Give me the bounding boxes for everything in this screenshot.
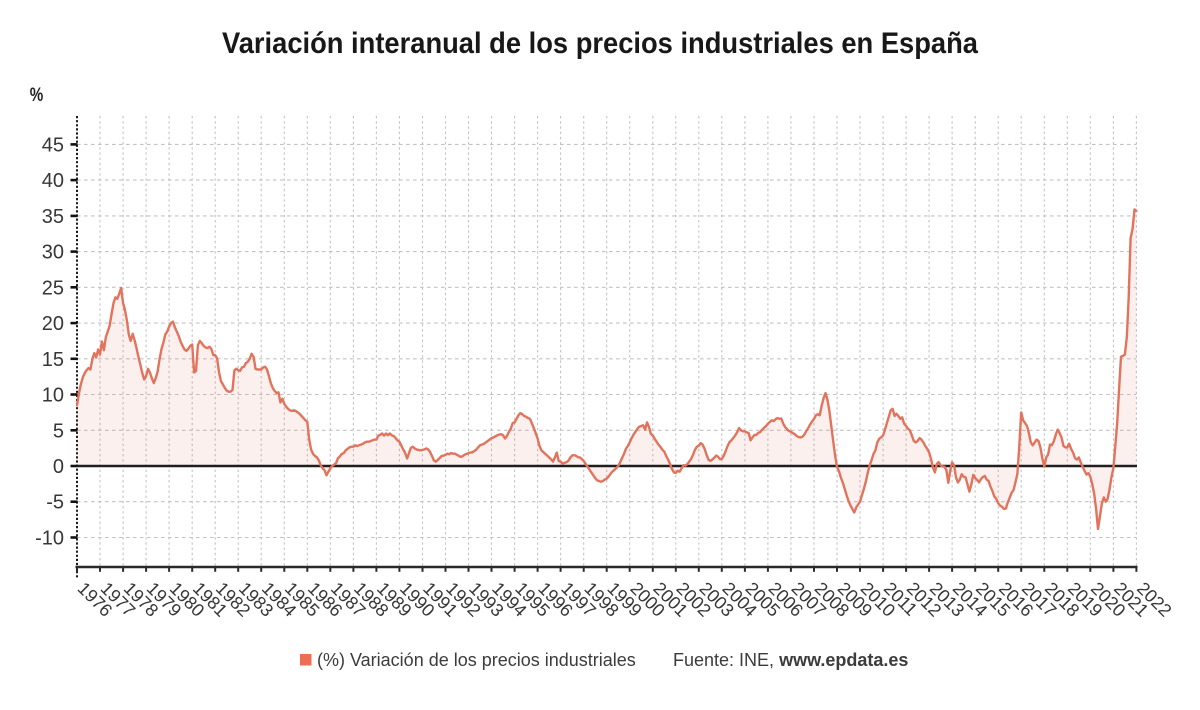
svg-text:(%) Variación de los precios i: (%) Variación de los precios industriale… (317, 650, 636, 670)
svg-text:5: 5 (53, 420, 64, 442)
svg-text:35: 35 (42, 206, 64, 228)
svg-text:25: 25 (42, 277, 64, 299)
svg-text:%: % (30, 84, 44, 106)
svg-text:-5: -5 (46, 492, 64, 514)
svg-text:Variación interanual de los pr: Variación interanual de los precios indu… (222, 27, 978, 60)
svg-text:45: 45 (42, 134, 64, 156)
svg-text:Fuente: INE, www.epdata.es: Fuente: INE, www.epdata.es (673, 650, 908, 670)
svg-text:10: 10 (42, 385, 64, 407)
svg-text:0: 0 (53, 456, 64, 478)
svg-text:15: 15 (42, 349, 64, 371)
svg-text:40: 40 (42, 170, 64, 192)
svg-text:30: 30 (42, 242, 64, 264)
svg-text:20: 20 (42, 313, 64, 335)
svg-text:-10: -10 (35, 528, 64, 550)
